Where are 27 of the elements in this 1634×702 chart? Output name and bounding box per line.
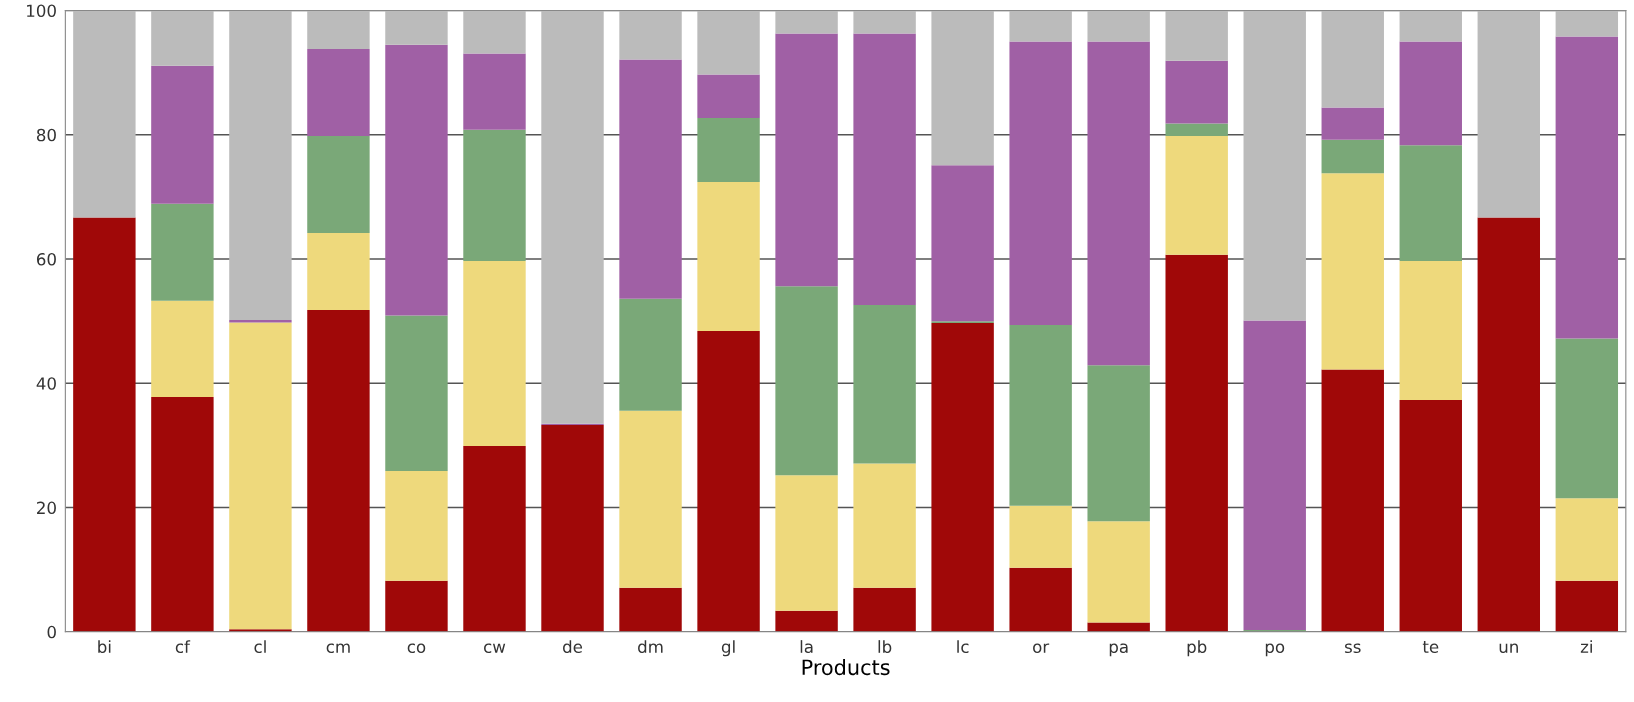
x-tick-label: cm: [326, 643, 350, 654]
x-tick-label: de: [563, 640, 583, 654]
x-tick-label: ss: [1344, 643, 1361, 654]
x-tick-label: or: [1033, 643, 1050, 654]
x-tick-label: te: [1422, 641, 1439, 654]
x-tick-label: cw: [484, 643, 506, 654]
x-tick-label: un: [1499, 643, 1518, 654]
y-tick-label: 60: [36, 253, 56, 266]
y-tick-label: 100: [27, 4, 56, 18]
x-tick-label: co: [407, 643, 426, 654]
y-tick-label: 80: [36, 128, 56, 142]
y-tick-label: 20: [37, 501, 56, 515]
x-tick-label: pb: [1187, 640, 1207, 657]
x-axis-title: Products: [802, 659, 890, 676]
y-tick-label: 0: [47, 625, 56, 639]
x-tick-label: gl: [721, 640, 735, 657]
x-tick-label: cl: [254, 640, 266, 654]
x-tick-label: zi: [1580, 640, 1592, 653]
x-tick-label: lb: [878, 640, 892, 654]
x-tick-label: la: [800, 640, 813, 654]
x-tick-label: lc: [957, 640, 969, 654]
x-tick-label: bi: [98, 640, 111, 654]
x-tick-label: dm: [638, 640, 663, 654]
x-tick-label: pa: [1109, 643, 1128, 657]
x-tick-label: cf: [175, 640, 191, 654]
x-tick-label: po: [1265, 643, 1285, 657]
y-tick-label: 40: [36, 377, 56, 390]
